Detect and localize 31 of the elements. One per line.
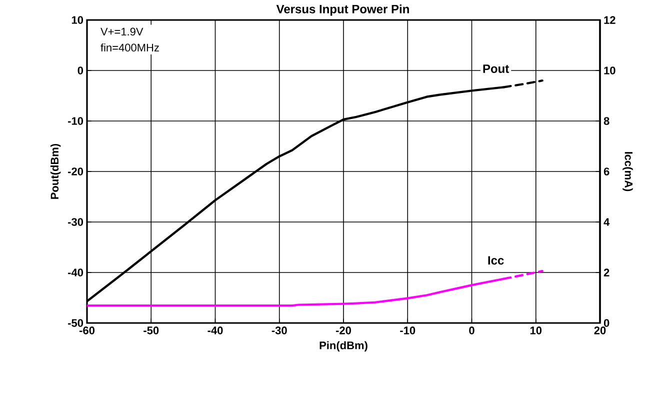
y2-tick-label: 4 <box>604 218 610 226</box>
x-tick-label: -10 <box>400 326 416 334</box>
series-label: Pout <box>483 64 509 73</box>
x-tick-label: -30 <box>272 326 287 334</box>
y2-tick-label: 10 <box>604 66 616 74</box>
y2-tick-label: 12 <box>604 16 616 24</box>
x-tick-label: -40 <box>208 326 223 334</box>
x-tick-label: 20 <box>594 326 606 334</box>
y2-axis-title: Icc(mA) <box>622 152 633 192</box>
y2-tick-label: 6 <box>604 168 610 176</box>
y-tick-label: 0 <box>78 66 84 74</box>
annotation: fin=400MHz <box>100 43 159 52</box>
x-tick-label: 0 <box>469 326 474 334</box>
y-tick-label: 10 <box>72 16 84 24</box>
y-tick-label: -20 <box>68 168 84 176</box>
x-tick-label: -60 <box>79 326 94 334</box>
y2-tick-label: 2 <box>604 268 610 276</box>
y-tick-label: -10 <box>68 117 84 125</box>
x-axis-title: Pin(dBm) <box>320 341 368 352</box>
y2-tick-label: 8 <box>604 117 610 125</box>
y-axis-title: Pout(dBm) <box>50 144 61 199</box>
y-tick-label: -30 <box>68 218 84 226</box>
chart-title: Versus Input Power Pin <box>276 4 409 16</box>
y-tick-label: -40 <box>68 268 84 276</box>
x-tick-label: -50 <box>144 326 159 334</box>
x-tick-label: 10 <box>530 326 542 334</box>
y2-tick-label: 0 <box>604 319 610 327</box>
annotation: V+=1.9V <box>100 28 144 36</box>
x-tick-label: -20 <box>336 326 351 334</box>
series-label: Icc <box>488 256 504 265</box>
y-tick-label: -50 <box>68 319 84 327</box>
